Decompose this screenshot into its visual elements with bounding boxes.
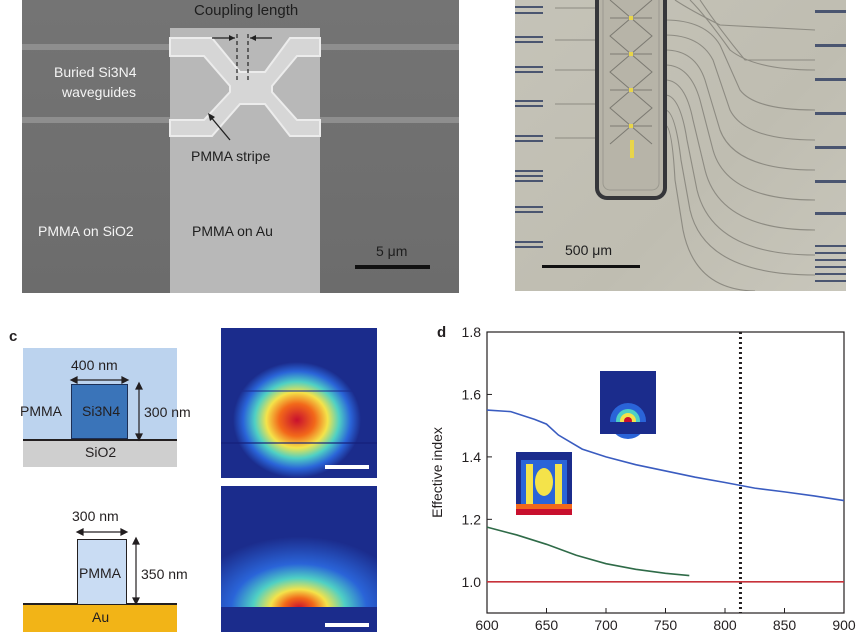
chip-chamber [595,0,667,200]
junction-markers [629,16,634,158]
scale-bar-b-label: 500 μm [565,242,612,258]
optical-micrograph-panel: 500 μm [515,0,846,291]
mode-profile-top [221,328,377,478]
au-label: Au [92,609,110,625]
x-tick-label-4: 800 [713,617,737,632]
bottom-width-label: 300 nm [72,508,119,524]
scale-bar-b [542,265,640,268]
right-pads [815,10,846,282]
sem-image-panel: Coupling length Buried Si3N4 waveguides … [22,0,459,293]
pmma-cladding-label: PMMA [20,403,62,419]
pmma-core [77,539,127,605]
x-tick-label-3: 750 [654,617,678,632]
pmma-stripe-label: PMMA stripe [191,148,271,164]
pmma-core-label: PMMA [79,565,121,581]
sio2-label: SiO2 [85,444,117,460]
pmma-stripe [169,37,321,137]
buried-waveguides-label-line2: waveguides [62,84,136,100]
buried-waveguides-label: Buried Si3N4 [54,64,137,80]
panel-d-letter: d [437,324,447,341]
pmma-on-au-label: PMMA on Au [192,223,273,239]
y-tick-label-1: 1.2 [462,511,482,527]
series-line-1 [486,526,690,577]
pmma-on-sio2-label: PMMA on SiO2 [38,223,134,239]
scale-bar-a [355,265,430,269]
mode-scale-bar-bottom [325,623,369,627]
y-tick-label-3: 1.6 [462,386,482,402]
series-line-0 [486,409,845,502]
optical-micrograph [515,0,846,291]
top-height-label: 300 nm [144,404,191,420]
top-width-label: 400 nm [71,357,118,373]
scale-bar-a-label: 5 μm [376,243,408,259]
x-tick-label-6: 900 [832,617,856,632]
y-tick-label-0: 1.0 [462,574,482,590]
coupler-lattice [609,0,653,145]
y-axis-label: Effective index [429,427,445,518]
sio2-substrate [23,439,177,467]
mode-profile-bottom [221,486,377,632]
inset-mode-si3n4 [600,371,656,439]
effective-index-chart: 600 650 700 750 800 850 900 1.0 1.2 1.4 1.6 1.8 Eff… [429,324,856,632]
bottom-height-label: 350 nm [141,566,188,582]
left-pads [515,6,543,248]
routing-waveguides [555,0,816,291]
y-tick-label-4: 1.8 [462,324,482,340]
dimension-arrows [69,376,143,606]
coupling-length-label: Coupling length [194,2,299,19]
si3n4-core [71,384,128,439]
x-tick-label-5: 850 [773,617,797,632]
x-tick-label-0: 600 [475,617,499,632]
mode-scale-bar-top [325,465,369,469]
gold-substrate [23,603,177,632]
panel-c-letter: c [9,328,18,345]
x-tick-label-2: 700 [594,617,618,632]
si3n4-core-label: Si3N4 [82,403,121,419]
y-tick-label-2: 1.4 [462,449,482,465]
x-tick-label-1: 650 [535,617,559,632]
sem-image [22,28,459,293]
inset-mode-plasmonic [516,452,572,515]
